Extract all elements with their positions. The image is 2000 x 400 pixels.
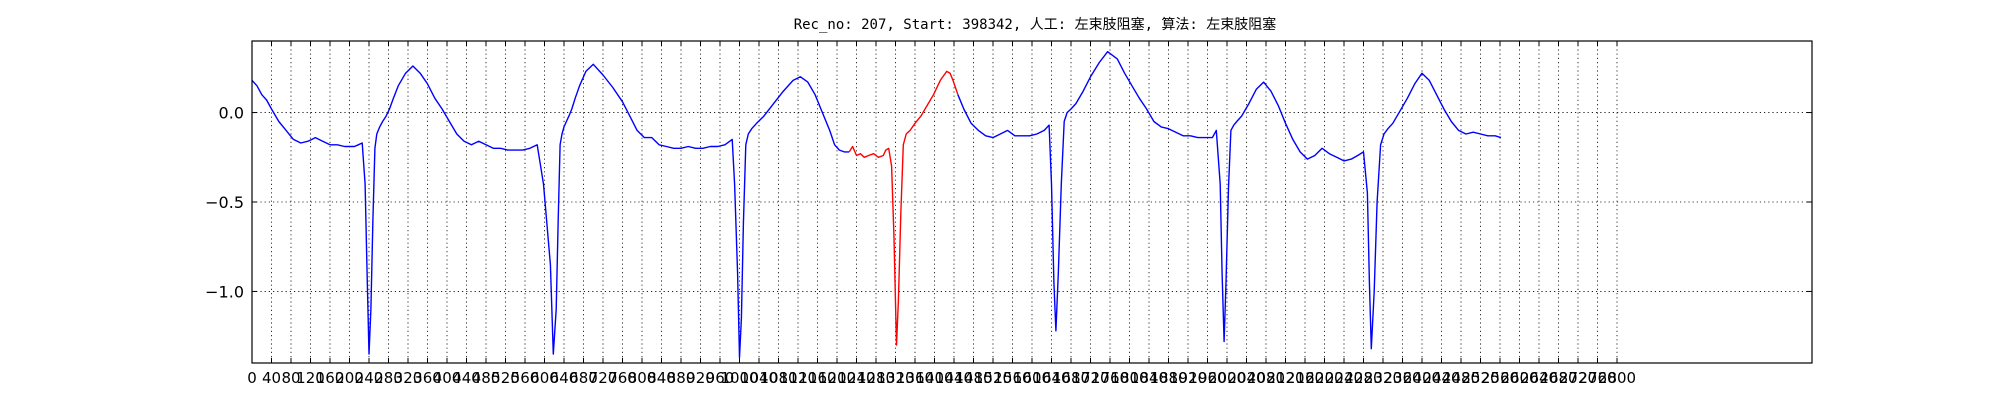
series-layer [251, 51, 1502, 359]
x-tick-label: 2760 [1578, 369, 1616, 387]
x-tick-label: 2160 [1286, 369, 1324, 387]
x-tick-label: 960 [706, 369, 735, 387]
x-tick-label: 1880 [1149, 369, 1187, 387]
x-tick-label: 1840 [1130, 369, 1168, 387]
x-tick-label: 920 [686, 369, 715, 387]
x-tick-label: 1320 [876, 369, 914, 387]
x-tick-label: 880 [667, 369, 696, 387]
x-tick-label: 2000 [1208, 369, 1246, 387]
x-tick-label: 2280 [1344, 369, 1382, 387]
x-tick-label: 1960 [1188, 369, 1226, 387]
x-tick-label: 840 [647, 369, 676, 387]
x-tick-label: 1920 [1169, 369, 1207, 387]
x-tick-label: 2440 [1422, 369, 1460, 387]
ecg-series-line-2 [848, 70, 959, 346]
x-tick-label: 280 [374, 369, 403, 387]
x-tick-label: 2800 [1598, 369, 1636, 387]
x-tick-label: 1120 [779, 369, 817, 387]
x-tick-label: 680 [569, 369, 598, 387]
x-tick-label: 1680 [1052, 369, 1090, 387]
x-tick-label: 480 [472, 369, 501, 387]
x-tick-label: 1640 [1032, 369, 1070, 387]
x-tick-label: 160 [316, 369, 345, 387]
x-tick-label: 2560 [1481, 369, 1519, 387]
x-tick-label: 0 [247, 369, 257, 387]
x-tick-label: 400 [433, 369, 462, 387]
x-tick-label: 2680 [1539, 369, 1577, 387]
ecg-series-line-3 [957, 51, 1502, 350]
x-tick-label: 2080 [1247, 369, 1285, 387]
x-tick-label: 720 [589, 369, 618, 387]
x-tick-label: 2240 [1325, 369, 1363, 387]
x-tick-label: 240 [355, 369, 384, 387]
x-tick-label: 1600 [1013, 369, 1051, 387]
x-tick-label: 1480 [954, 369, 992, 387]
x-tick-label: 1080 [759, 369, 797, 387]
x-tick-label: 2520 [1461, 369, 1499, 387]
x-tick-label: 2200 [1305, 369, 1343, 387]
x-tick-label: 80 [281, 369, 300, 387]
y-axis: 0.0 −0.5 −1.0 [205, 104, 1812, 301]
x-tick-label: 120 [296, 369, 325, 387]
x-tick-label: 1800 [1110, 369, 1148, 387]
y-tick-label: −0.5 [205, 193, 244, 212]
x-tick-label: 1720 [1071, 369, 1109, 387]
y-tick-label: 0.0 [219, 104, 244, 123]
x-tick-label: 2640 [1520, 369, 1558, 387]
x-tick-label: 640 [550, 369, 579, 387]
x-tick-label: 320 [394, 369, 423, 387]
x-tick-label: 1440 [935, 369, 973, 387]
x-tick-label: 1760 [1091, 369, 1129, 387]
x-tick-label: 760 [608, 369, 637, 387]
x-tick-label: 2480 [1442, 369, 1480, 387]
x-tick-label: 520 [491, 369, 520, 387]
x-tick-label: 1160 [798, 369, 836, 387]
x-tick-label: 1360 [896, 369, 934, 387]
x-tick-label: 1280 [857, 369, 895, 387]
x-tick-label: 1400 [915, 369, 953, 387]
x-tick-label: 2320 [1364, 369, 1402, 387]
ecg-series-line-1 [251, 63, 850, 359]
x-tick-label: 1560 [993, 369, 1031, 387]
x-tick-label: 600 [530, 369, 559, 387]
x-axis: 0 40 8012016020024028032036040044048052056… [247, 41, 1636, 387]
x-tick-label: 1520 [974, 369, 1012, 387]
x-tick-label: 440 [452, 369, 481, 387]
x-tick-label: 800 [628, 369, 657, 387]
x-tick-label: 1240 [837, 369, 875, 387]
x-tick-label: 1000 [720, 369, 758, 387]
x-tick-label: 2360 [1383, 369, 1421, 387]
x-tick-label: 360 [413, 369, 442, 387]
x-tick-label: 200 [335, 369, 364, 387]
x-tick-label: 1200 [818, 369, 856, 387]
x-tick-label: 2600 [1500, 369, 1538, 387]
x-tick-label: 2400 [1403, 369, 1441, 387]
x-tick-label: 1040 [740, 369, 778, 387]
x-tick-label: 560 [511, 369, 540, 387]
x-tick-label: 2040 [1227, 369, 1265, 387]
y-tick-label: −1.0 [205, 282, 244, 301]
chart-title: Rec_no: 207, Start: 398342, 人工: 左束肢阻塞, 算… [794, 16, 1277, 33]
x-tick-label: 2720 [1559, 369, 1597, 387]
x-tick-label: 2120 [1266, 369, 1304, 387]
x-tick-label: 40 [262, 369, 281, 387]
